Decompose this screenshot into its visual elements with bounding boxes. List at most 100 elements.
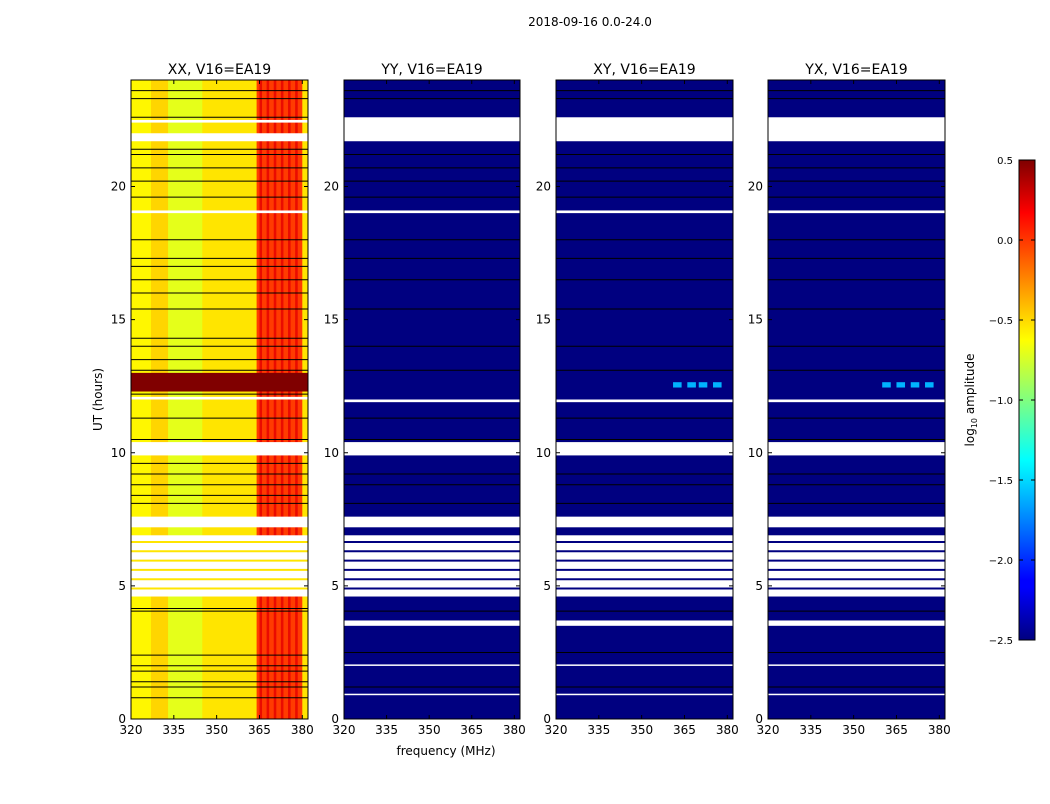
x-tick-label: 380 — [928, 723, 951, 737]
x-tick-label: 350 — [842, 723, 865, 737]
x-tick-label: 335 — [162, 723, 185, 737]
y-tick-label: 0 — [331, 712, 339, 726]
x-tick-label: 350 — [630, 723, 653, 737]
missing-data-gap — [344, 442, 520, 456]
axes-frame — [343, 79, 521, 720]
missing-data-gap — [556, 620, 733, 626]
x-tick-label: 365 — [885, 723, 908, 737]
missing-data-gap — [344, 516, 520, 528]
missing-data-gap — [768, 693, 945, 696]
x-tick-label: 350 — [418, 723, 441, 737]
x-tick-label: 320 — [120, 723, 143, 737]
missing-data-gap — [344, 399, 520, 403]
blip — [910, 382, 920, 388]
missing-data-gap — [768, 516, 945, 528]
missing-data-gap — [768, 442, 945, 456]
y-tick-label: 15 — [536, 313, 551, 327]
missing-data-gap — [556, 210, 733, 214]
y-tick-label: 20 — [748, 180, 763, 194]
x-tick-label: 380 — [716, 723, 739, 737]
missing-data-gap — [556, 516, 733, 528]
blip — [687, 382, 696, 388]
x-tick-label: 335 — [375, 723, 398, 737]
colorbar-tick-label: −1.5 — [989, 476, 1013, 487]
colorbar-tick-label: −2.0 — [989, 556, 1013, 567]
missing-data-gap — [768, 535, 945, 597]
x-tick-label: 380 — [503, 723, 526, 737]
missing-data-gap — [556, 664, 733, 666]
y-tick-label: 20 — [111, 180, 126, 194]
missing-data-gap — [768, 399, 945, 403]
y-tick-label: 10 — [111, 446, 126, 460]
y-tick-label: 15 — [748, 313, 763, 327]
blip — [896, 382, 906, 388]
y-tick-label: 0 — [755, 712, 763, 726]
y-axis-label: UT (hours) — [91, 368, 105, 431]
x-tick-label: 380 — [291, 723, 314, 737]
axes-frame — [767, 79, 946, 720]
blip — [673, 382, 682, 388]
missing-data-gap — [131, 119, 308, 123]
colorbar-tick-label: −1.0 — [989, 396, 1013, 407]
y-tick-label: 10 — [536, 446, 551, 460]
missing-data-gap — [556, 693, 733, 696]
panel-yx: YX, V16=EA19 320 335 350 365 380 0 5 10 15 20 — [748, 62, 951, 737]
missing-data-gap — [344, 535, 520, 597]
missing-data-gap — [131, 396, 308, 400]
missing-data-gap — [556, 399, 733, 403]
missing-data-gap — [344, 693, 520, 696]
colorbar-tick-label: −2.5 — [989, 636, 1013, 647]
panel-xy: XY, V16=EA19 320 335 350 365 380 0 5 10 15 20 — [536, 62, 739, 737]
x-tick-label: 320 — [545, 723, 568, 737]
missing-data-gap — [131, 516, 308, 528]
missing-data-gap — [768, 210, 945, 214]
y-tick-label: 0 — [543, 712, 551, 726]
x-tick-label: 365 — [673, 723, 696, 737]
blip — [698, 382, 708, 388]
blip — [882, 382, 891, 388]
y-tick-label: 20 — [324, 180, 339, 194]
missing-data-gap — [131, 133, 308, 142]
y-tick-label: 20 — [536, 180, 551, 194]
missing-data-gap — [556, 117, 733, 142]
blip — [925, 382, 934, 388]
panel-yy: YY, V16=EA19 320 335 350 365 380 0 5 10 15 20 frequ… — [324, 62, 526, 758]
y-tick-label: 0 — [118, 712, 126, 726]
x-tick-label: 350 — [205, 723, 228, 737]
x-tick-label: 320 — [757, 723, 780, 737]
panel-title: XX, V16=EA19 — [168, 62, 271, 78]
axes-frame — [555, 79, 734, 720]
missing-data-gap — [344, 117, 520, 142]
blip — [713, 382, 722, 388]
colorbar-tick-label: −0.5 — [989, 316, 1013, 327]
y-tick-label: 5 — [543, 579, 551, 593]
x-tick-label: 320 — [333, 723, 356, 737]
x-tick-label: 335 — [799, 723, 822, 737]
colorbar-tick-label: 0.0 — [997, 236, 1013, 247]
missing-data-gap — [131, 442, 308, 456]
y-tick-label: 10 — [748, 446, 763, 460]
x-tick-label: 365 — [460, 723, 483, 737]
figure-suptitle: 2018-09-16 0.0-24.0 — [528, 15, 652, 29]
y-tick-label: 5 — [118, 579, 126, 593]
missing-data-gap — [131, 535, 308, 597]
missing-data-gap — [768, 117, 945, 142]
y-tick-label: 10 — [324, 446, 339, 460]
y-tick-label: 15 — [324, 313, 339, 327]
colorbar-label: log10 amplitude — [963, 354, 979, 447]
missing-data-gap — [344, 664, 520, 666]
y-tick-label: 5 — [331, 579, 339, 593]
colorbar-tick-label: 0.5 — [997, 156, 1013, 167]
missing-data-gap — [768, 620, 945, 626]
colorbar-ticks: 0.5 0.0 −0.5 −1.0 −1.5 −2.0 −2.5 — [989, 156, 1035, 647]
panel-title: YY, V16=EA19 — [380, 62, 482, 78]
axes-frame — [130, 79, 309, 720]
panel-title: XY, V16=EA19 — [593, 62, 695, 78]
y-tick-label: 15 — [111, 313, 126, 327]
missing-data-gap — [344, 620, 520, 626]
missing-data-gap — [556, 442, 733, 456]
x-tick-label: 365 — [248, 723, 271, 737]
x-axis-label: frequency (MHz) — [396, 744, 495, 758]
y-tick-label: 5 — [755, 579, 763, 593]
